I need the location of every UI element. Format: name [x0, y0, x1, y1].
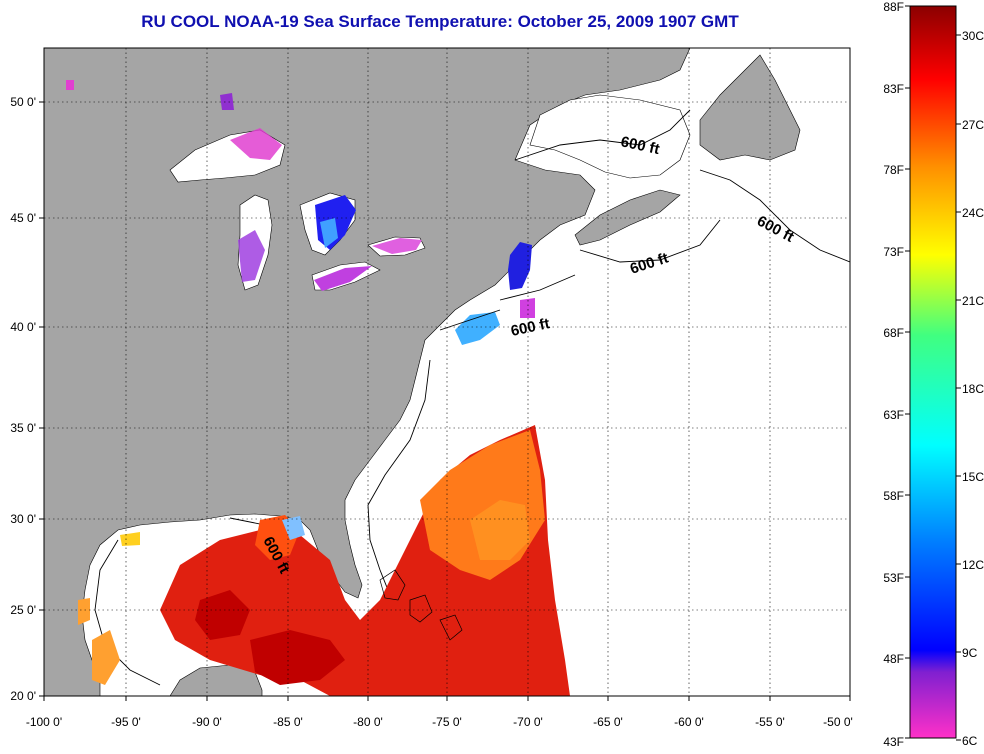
lon-label: -50 0': [823, 715, 853, 729]
colorbar-f-label: 63F: [883, 408, 904, 422]
colorbar-f-label: 58F: [883, 489, 904, 503]
colorbar-c-label: 12C: [962, 558, 984, 572]
water-st-lawrence: [529, 94, 691, 179]
lat-label: 35 0': [10, 421, 36, 435]
colorbar-c-label: 27C: [962, 118, 984, 132]
lat-label: 50 0': [10, 95, 36, 109]
colorbar-c-label: 15C: [962, 470, 984, 484]
colorbar-c-label: 21C: [962, 294, 984, 308]
lat-label: 30 0': [10, 512, 36, 526]
lat-label: 25 0': [10, 603, 36, 617]
sst-gulf-of-maine: [508, 242, 532, 290]
lat-label: 40 0': [10, 320, 36, 334]
longitude-labels: -100 0' -95 0' -90 0' -85 0' -80 0' -75 …: [26, 715, 853, 729]
land-north-america: [44, 48, 691, 696]
bahamas-islands: [379, 569, 463, 641]
graticule: [44, 48, 850, 696]
latitude-labels: 50 0' 45 0' 40 0' 35 0' 30 0' 25 0' 20 0…: [10, 95, 36, 703]
colorbar-c-label: 24C: [962, 206, 984, 220]
colorbar-c-label: 30C: [962, 29, 984, 43]
lon-label: -100 0': [26, 715, 62, 729]
axis-ticks: [39, 101, 851, 701]
colorbar-f-label: 73F: [883, 245, 904, 259]
lon-label: -80 0': [353, 715, 383, 729]
colorbar-gradient: [909, 5, 957, 739]
colorbar-f-label: 68F: [883, 326, 904, 340]
lat-label: 45 0': [10, 211, 36, 225]
land-nova-scotia: [574, 189, 681, 246]
lon-label: -90 0': [192, 715, 222, 729]
colorbar-f-label: 48F: [883, 652, 904, 666]
colorbar-f-label: 83F: [883, 82, 904, 96]
lon-label: -95 0': [111, 715, 141, 729]
colorbar-c-label: 9C: [962, 646, 978, 660]
lon-label: -55 0': [755, 715, 785, 729]
sst-warm-region: [78, 425, 570, 696]
colorbar-f-label: 88F: [883, 0, 904, 14]
lat-label: 20 0': [10, 689, 36, 703]
lon-label: -65 0': [593, 715, 623, 729]
lon-label: -85 0': [273, 715, 303, 729]
lon-label: -60 0': [674, 715, 704, 729]
lon-label: -75 0': [432, 715, 462, 729]
land-newfoundland: [699, 54, 801, 161]
map-title: RU COOL NOAA-19 Sea Surface Temperature:…: [141, 12, 739, 31]
colorbar-f-label: 53F: [883, 571, 904, 585]
colorbar-c-label: 6C: [962, 734, 978, 748]
colorbar-f-label: 78F: [883, 163, 904, 177]
lon-label: -70 0': [513, 715, 543, 729]
colorbar-f-label: 43F: [883, 735, 904, 749]
contour-600ft: [94, 109, 850, 686]
lake-sst-overlay: [66, 80, 422, 291]
colorbar-c-label: 18C: [962, 382, 984, 396]
sst-new-england-shelf: [455, 312, 500, 345]
colorbar: 88F 83F 78F 73F 68F 63F 58F 53F 48F 43F …: [883, 0, 984, 749]
